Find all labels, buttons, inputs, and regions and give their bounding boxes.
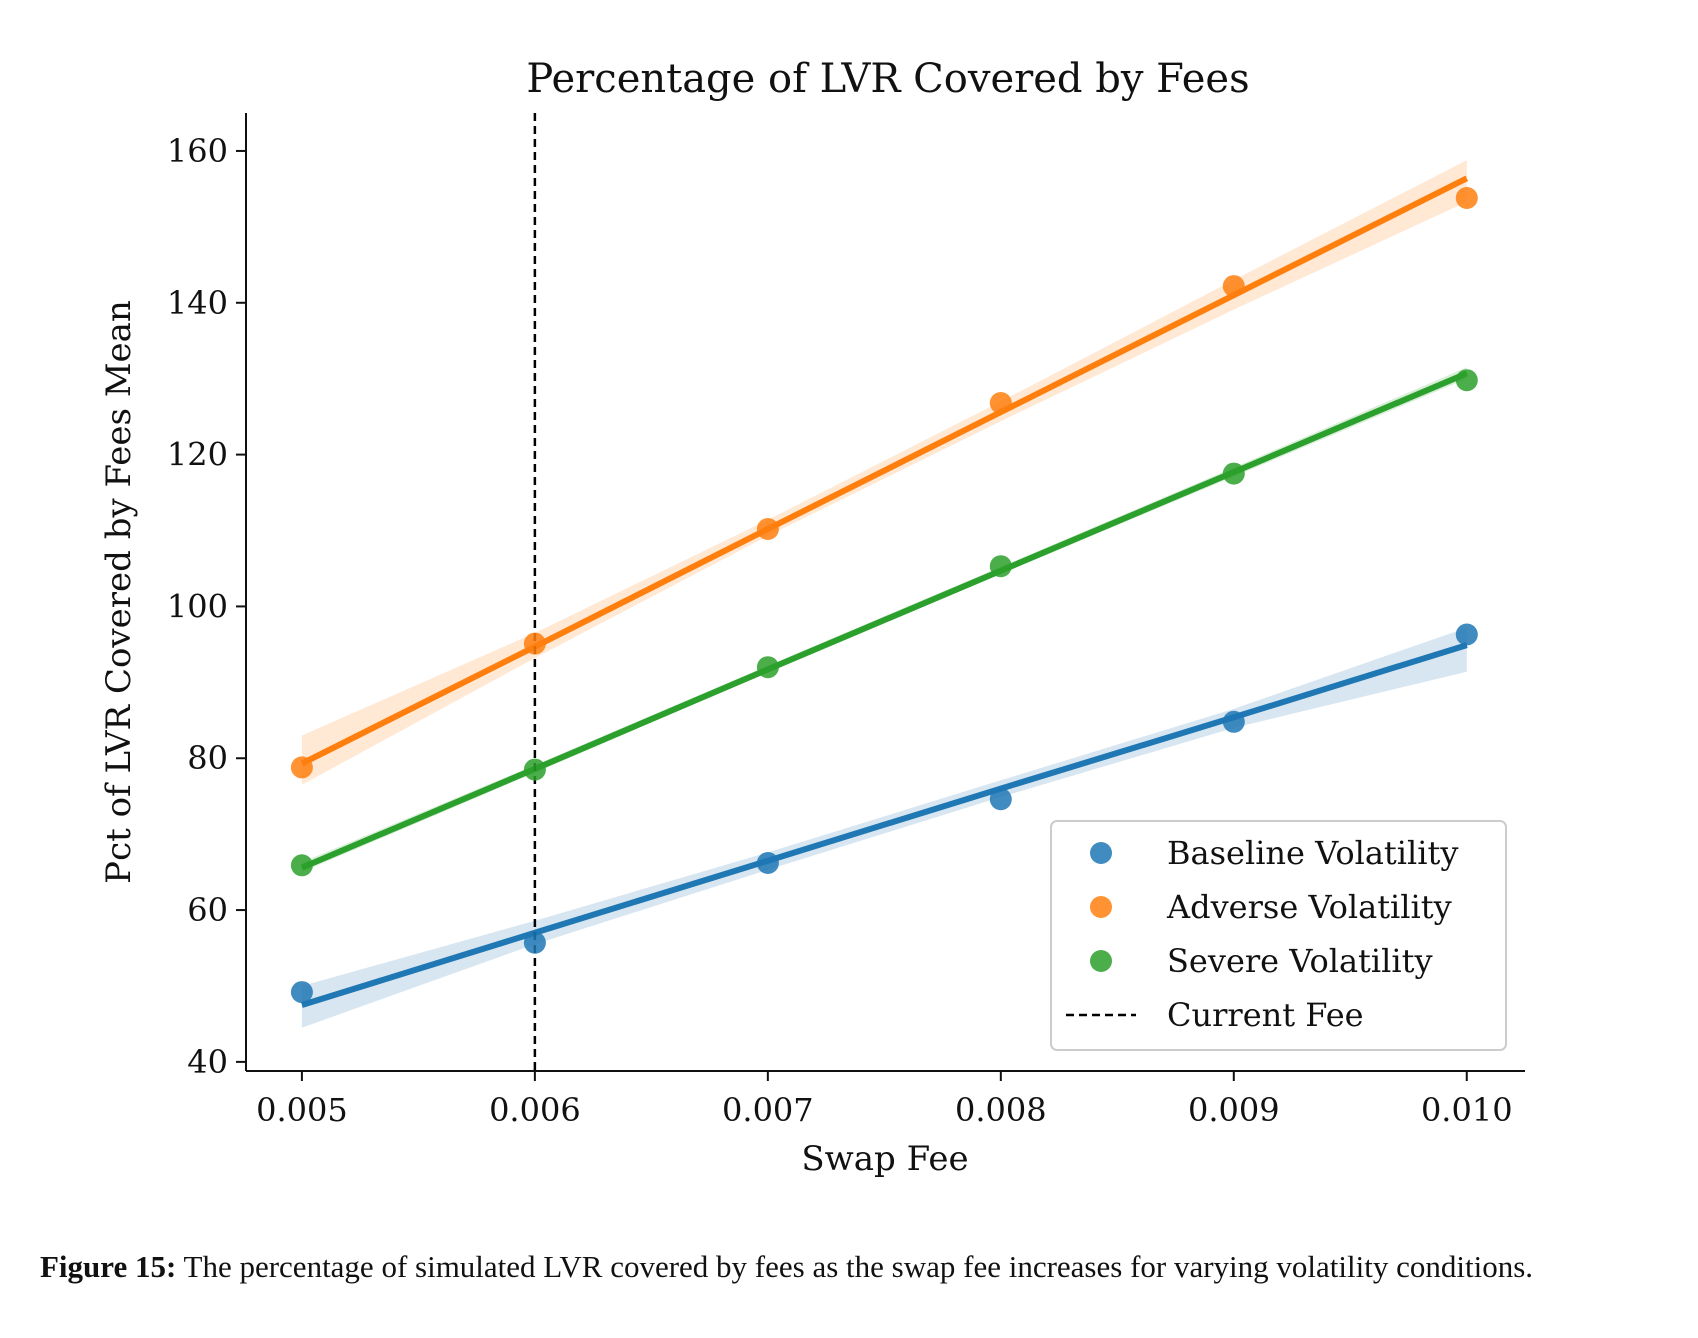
baseline-volatility-regression-line [301,642,1468,1008]
y-tick-label: 100 [167,587,228,625]
x-ticks: 0.005 0.006 0.007 0.008 0.009 0.010 [256,1071,1513,1129]
y-tick-label: 60 [187,891,228,929]
legend-label-severe-volatility: Severe Volatility [1167,942,1433,980]
baseline-volatility-point [756,852,779,874]
legend-marker-severe-volatility [1090,950,1112,972]
x-axis-label: Swap Fee [801,1139,968,1179]
adverse-volatility-point [1222,275,1245,298]
caption-text: The percentage of simulated LVR covered … [176,1249,1534,1284]
chart-title: Percentage of LVR Covered by Fees [526,56,1249,102]
adverse-volatility-regression-line [300,175,1469,767]
y-tick-label: 160 [167,132,228,170]
baseline-volatility-point [523,931,546,954]
legend-frame [1050,820,1507,1051]
figure-caption: Figure 15: The percentage of simulated L… [40,1248,1680,1285]
caption-label: Figure 15: [40,1249,177,1284]
y-ticks: 40 60 80 100 120 140 160 [167,132,246,1081]
severe-volatility-point [290,854,313,877]
severe-volatility-regression-line [300,370,1468,871]
regression-lines [300,175,1469,1008]
baseline-volatility-point [989,788,1012,811]
baseline-volatility-point [1455,623,1478,646]
severe-volatility-point [989,555,1012,578]
data-points [290,187,1478,1004]
legend: Baseline Volatility Adverse Volatility Sev… [1050,820,1507,1051]
severe-volatility-point [523,758,546,781]
severe-volatility-point [1222,462,1245,485]
y-tick-label: 120 [167,436,228,474]
adverse-volatility-point [1455,187,1478,209]
chart: Percentage of LVR Covered by Fees 0.005 0… [99,56,1525,1179]
legend-marker-baseline-volatility [1090,842,1112,864]
x-tick-label: 0.007 [722,1091,814,1129]
x-tick-label: 0.009 [1188,1091,1280,1129]
y-tick-label: 140 [167,284,228,322]
adverse-volatility-point [756,518,779,540]
baseline-volatility-point [1222,710,1245,733]
x-tick-label: 0.006 [489,1091,581,1129]
y-tick-label: 40 [187,1043,228,1081]
severe-volatility-point [1455,369,1478,392]
adverse-volatility-point [523,632,546,655]
legend-label-adverse-volatility: Adverse Volatility [1166,888,1452,926]
legend-marker-adverse-volatility [1090,896,1112,918]
x-tick-label: 0.010 [1421,1091,1513,1129]
legend-label-current-fee: Current Fee [1167,996,1364,1034]
x-tick-label: 0.005 [256,1091,348,1129]
y-tick-label: 80 [187,739,228,777]
severe-volatility-point [756,656,779,679]
baseline-volatility-point [290,981,313,1004]
axes [245,113,1525,1072]
y-axis-label: Pct of LVR Covered by Fees Mean [99,300,139,884]
adverse-volatility-point [989,392,1012,414]
legend-label-baseline-volatility: Baseline Volatility [1167,834,1458,872]
adverse-volatility-point [290,756,313,779]
x-tick-label: 0.008 [955,1091,1047,1129]
